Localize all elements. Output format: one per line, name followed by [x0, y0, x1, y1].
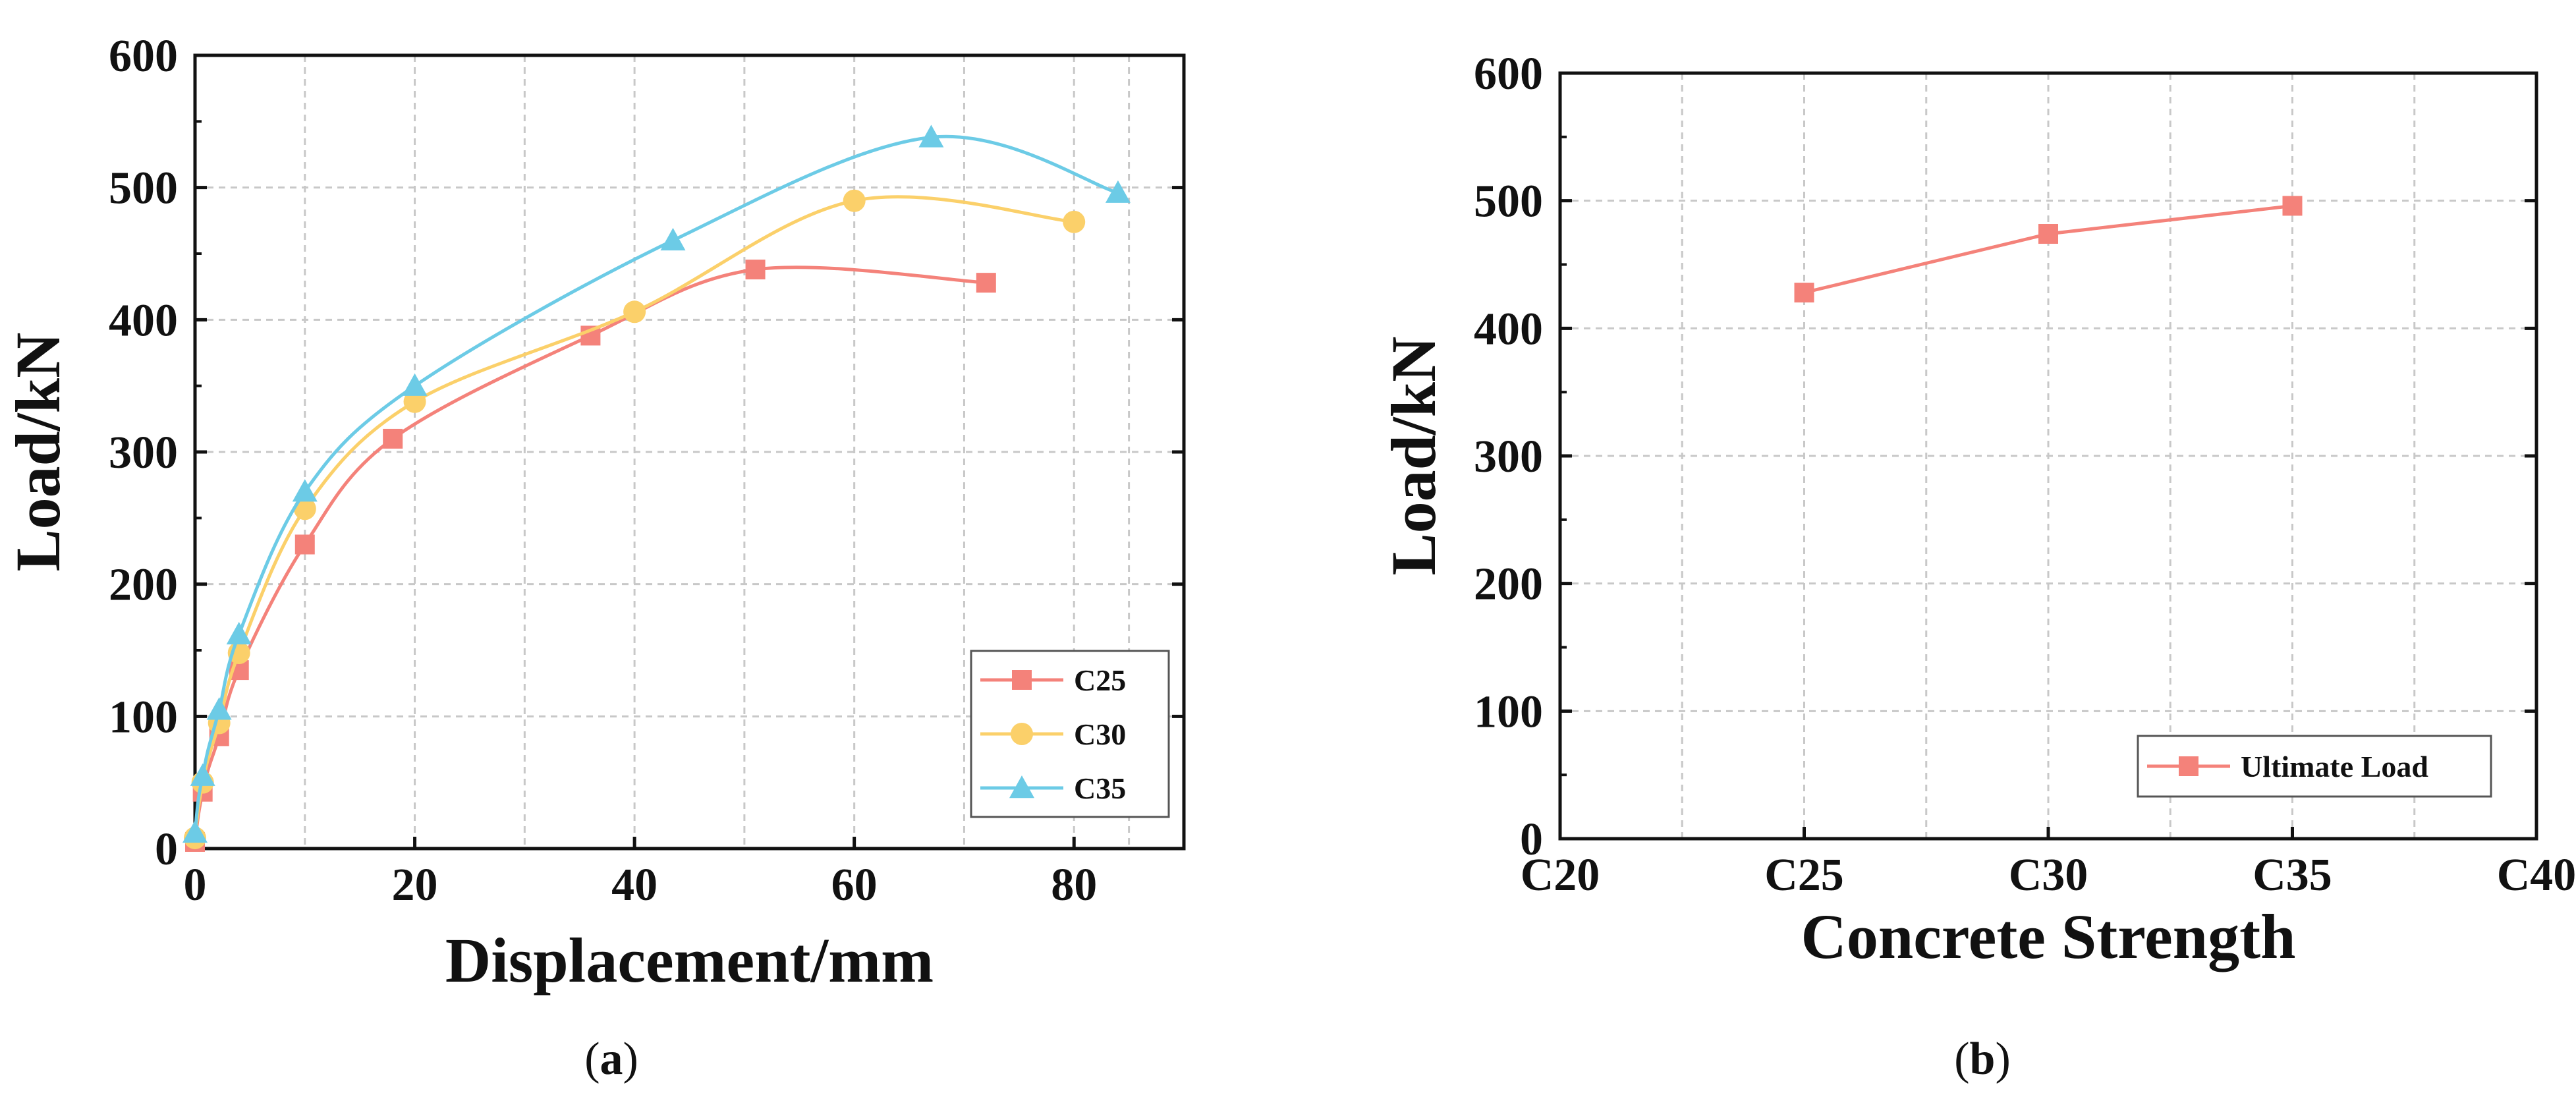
data-point-c30 [843, 189, 866, 212]
data-point-c30 [623, 300, 646, 323]
series-c25 [185, 260, 996, 852]
data-point-c30 [293, 497, 316, 520]
chart-panel-a: 0 100 200 300 400 500 600 0 20 40 60 80 Displacement… [3, 31, 1186, 1084]
y-tick-label: 500 [1474, 177, 1543, 227]
x-tick-label: C40 [2497, 850, 2576, 901]
data-point-c35 [292, 479, 318, 502]
y-axis-title: Load/kN [3, 333, 73, 572]
x-axis-title: Concrete Strength [1801, 901, 2296, 972]
legend-label: C30 [1074, 717, 1126, 751]
legend: Ultimate Load [2137, 735, 2492, 798]
x-tick-label: 40 [611, 860, 658, 911]
x-tick-label: C25 [1764, 850, 1844, 901]
y-tick-label: 200 [1474, 559, 1543, 610]
legend-label: C35 [1074, 771, 1126, 805]
data-point-ultimate-load [2038, 224, 2058, 244]
series-line-c35 [193, 134, 1119, 833]
data-point-c30 [1063, 210, 1086, 233]
x-tick-label: 60 [831, 860, 878, 911]
series-c35 [182, 125, 1131, 843]
y-tick-label: 600 [109, 31, 178, 82]
legend-marker-ultimate-load [2179, 756, 2198, 776]
data-point-c35 [660, 227, 686, 251]
x-tick-label: C35 [2253, 850, 2332, 901]
legend-item-c25: C25 [980, 663, 1126, 697]
data-point-c25 [383, 428, 403, 449]
series-ultimate-load [1794, 196, 2303, 303]
legend-item-ultimate-load: Ultimate Load [2147, 750, 2428, 783]
x-axis-title: Displacement/mm [445, 925, 934, 995]
data-point-c35 [206, 697, 232, 720]
x-tick-label: 20 [392, 860, 438, 911]
y-tick-label: 500 [109, 163, 178, 214]
data-point-c35 [402, 373, 428, 396]
data-point-c35 [190, 763, 215, 786]
legend-marker-c35 [1009, 775, 1034, 799]
x-tick-label: C20 [1521, 850, 1600, 901]
panel-caption: (b) [1954, 1034, 2011, 1084]
data-point-c30 [403, 390, 426, 413]
legend: C25 C30 C35 [970, 650, 1170, 818]
data-point-c35 [918, 125, 944, 148]
panel-caption: (a) [584, 1034, 638, 1084]
y-tick-label: 300 [109, 428, 178, 478]
legend-label: C25 [1074, 663, 1126, 697]
y-axis-title: Load/kN [1378, 337, 1449, 576]
legend-label: Ultimate Load [2241, 750, 2428, 783]
data-point-c25 [745, 260, 766, 280]
data-point-c25 [976, 273, 996, 293]
y-tick-label: 100 [109, 692, 178, 743]
x-tick-label: 0 [184, 860, 207, 911]
x-tick-label: C30 [2009, 850, 2088, 901]
data-point-ultimate-load [1794, 283, 1814, 303]
legend-marker-c25 [1012, 670, 1032, 690]
y-tick-label: 600 [1474, 49, 1543, 99]
legend-item-c35: C35 [980, 771, 1126, 805]
x-tick-label: 80 [1051, 860, 1097, 911]
data-point-ultimate-load [2282, 196, 2303, 216]
data-point-c35 [226, 621, 252, 645]
gridlines [1560, 73, 2536, 839]
y-tick-label: 0 [155, 824, 178, 875]
y-tick-label: 100 [1474, 687, 1543, 737]
gridlines [195, 55, 1184, 849]
y-tick-label: 200 [109, 560, 178, 611]
data-point-c35 [182, 820, 208, 843]
data-point-c25 [294, 534, 315, 555]
data-point-c35 [1105, 180, 1131, 203]
y-tick-label: 300 [1474, 432, 1543, 482]
legend-item-c30: C30 [980, 717, 1126, 751]
y-tick-label: 400 [109, 295, 178, 346]
chart-panel-b: 0 100 200 300 400 500 600 C20 C25 C30 C35 C40 Concre… [1378, 49, 2576, 1084]
y-tick-label: 400 [1474, 304, 1543, 354]
series-line-c25 [193, 266, 986, 843]
legend-marker-c30 [1011, 723, 1033, 745]
y-tick-label: 0 [1520, 814, 1543, 865]
